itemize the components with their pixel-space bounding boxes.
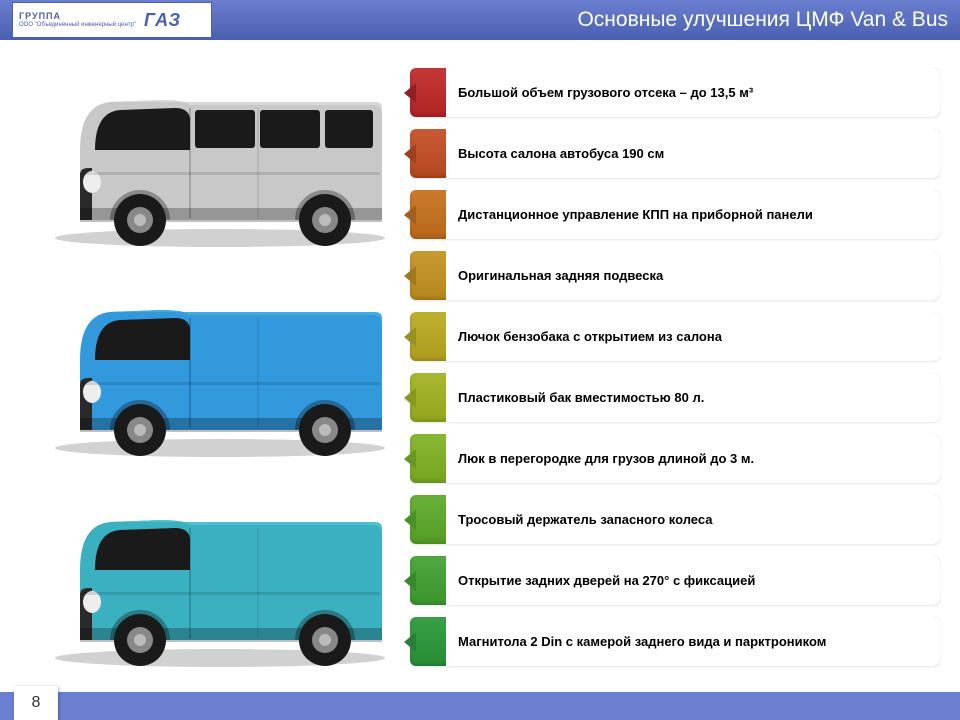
feature-bar-6: Люк в перегородке для грузов длиной до 3… — [410, 434, 940, 483]
feature-bar-0: Большой объем грузового отсека – до 13,5… — [410, 68, 940, 117]
feature-bar-7: Тросовый держатель запасного колеса — [410, 495, 940, 544]
feature-text: Высота салона автобуса 190 см — [446, 129, 940, 178]
chevron-left-icon — [404, 266, 416, 286]
feature-bar-8: Открытие задних дверей на 270° с фиксаци… — [410, 556, 940, 605]
feature-text: Дистанционное управление КПП на приборно… — [446, 190, 940, 239]
chevron-left-icon — [404, 571, 416, 591]
logo-group-label: ГРУППА — [19, 12, 136, 22]
vehicles-column — [0, 40, 400, 690]
feature-text: Открытие задних дверей на 270° с фиксаци… — [446, 556, 940, 605]
feature-text: Магнитола 2 Din с камерой заднего вида и… — [446, 617, 940, 666]
feature-bar-2: Дистанционное управление КПП на приборно… — [410, 190, 940, 239]
content-area: Большой объем грузового отсека – до 13,5… — [0, 40, 960, 690]
logo-box: ГРУППА ООО "Объединенный инженерный цент… — [12, 2, 212, 38]
silver-minibus — [40, 60, 400, 250]
chevron-left-icon — [404, 510, 416, 530]
slide-header: ГРУППА ООО "Объединенный инженерный цент… — [0, 0, 960, 40]
blue-van-dark — [40, 270, 400, 460]
feature-text: Оригинальная задняя подвеска — [446, 251, 940, 300]
feature-text: Пластиковый бак вместимостью 80 л. — [446, 373, 940, 422]
chevron-left-icon — [404, 388, 416, 408]
logo-brand: ГАЗ — [144, 10, 181, 31]
chevron-left-icon — [404, 144, 416, 164]
chevron-left-icon — [404, 205, 416, 225]
chevron-left-icon — [404, 449, 416, 469]
feature-bar-1: Высота салона автобуса 190 см — [410, 129, 940, 178]
chevron-left-icon — [404, 83, 416, 103]
teal-van — [40, 480, 400, 670]
slide-title: Основные улучшения ЦМФ Van & Bus — [577, 8, 948, 32]
feature-bar-3: Оригинальная задняя подвеска — [410, 251, 940, 300]
feature-text: Тросовый держатель запасного колеса — [446, 495, 940, 544]
chevron-left-icon — [404, 632, 416, 652]
features-column: Большой объем грузового отсека – до 13,5… — [400, 40, 960, 690]
feature-bar-9: Магнитола 2 Din с камерой заднего вида и… — [410, 617, 940, 666]
chevron-left-icon — [404, 327, 416, 347]
feature-text: Люк в перегородке для грузов длиной до 3… — [446, 434, 940, 483]
logo-sub-label: ООО "Объединенный инженерный центр" — [19, 22, 136, 29]
page-number: 8 — [14, 686, 58, 720]
feature-bar-4: Лючок бензобака с открытием из салона — [410, 312, 940, 361]
feature-text: Большой объем грузового отсека – до 13,5… — [446, 68, 940, 117]
slide-footer: 8 — [0, 692, 960, 720]
feature-text: Лючок бензобака с открытием из салона — [446, 312, 940, 361]
feature-bar-5: Пластиковый бак вместимостью 80 л. — [410, 373, 940, 422]
